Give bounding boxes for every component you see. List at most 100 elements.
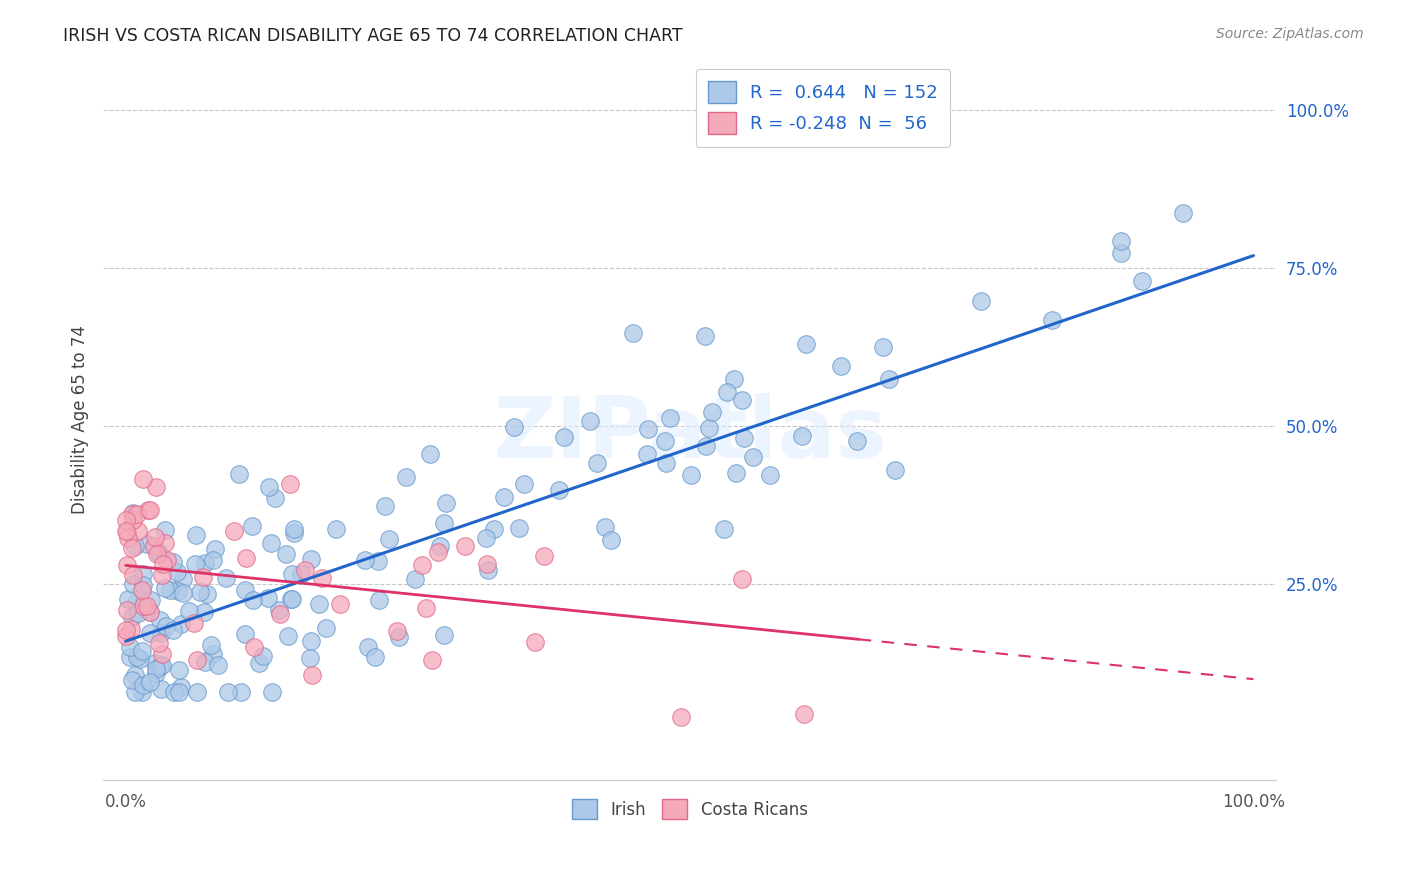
Point	[240, 518, 263, 533]
Point	[299, 651, 322, 665]
Point	[122, 576, 145, 591]
Point	[277, 629, 299, 643]
Point	[283, 522, 305, 536]
Point	[553, 430, 575, 444]
Point	[207, 657, 229, 672]
Point	[508, 521, 530, 535]
Point	[723, 372, 745, 386]
Point	[733, 431, 755, 445]
Point	[186, 653, 208, 667]
Point	[636, 447, 658, 461]
Point	[655, 456, 678, 470]
Point	[427, 545, 450, 559]
Point	[135, 599, 157, 614]
Point	[127, 650, 149, 665]
Point	[233, 582, 256, 597]
Point	[846, 434, 869, 449]
Text: ZIPatlas: ZIPatlas	[492, 392, 887, 475]
Point	[794, 337, 817, 351]
Point	[124, 539, 146, 553]
Point	[378, 532, 401, 546]
Point	[166, 565, 188, 579]
Point	[121, 610, 143, 624]
Point	[139, 605, 162, 619]
Point	[121, 512, 143, 526]
Point	[197, 587, 219, 601]
Text: Source: ZipAtlas.com: Source: ZipAtlas.com	[1216, 27, 1364, 41]
Point	[183, 615, 205, 630]
Point	[502, 420, 524, 434]
Point	[159, 583, 181, 598]
Point	[132, 566, 155, 581]
Point	[124, 668, 146, 682]
Point	[299, 551, 322, 566]
Point	[120, 649, 142, 664]
Point	[280, 477, 302, 491]
Point	[695, 329, 717, 343]
Point	[429, 540, 451, 554]
Point	[170, 680, 193, 694]
Point	[172, 586, 194, 600]
Point	[354, 553, 377, 567]
Point	[222, 524, 245, 538]
Point	[148, 545, 170, 559]
Point	[163, 685, 186, 699]
Point	[404, 572, 426, 586]
Point	[884, 463, 907, 477]
Point	[247, 656, 270, 670]
Point	[1109, 234, 1132, 248]
Point	[131, 578, 153, 592]
Point	[136, 503, 159, 517]
Point	[125, 597, 148, 611]
Point	[725, 466, 748, 480]
Point	[152, 557, 174, 571]
Point	[120, 640, 142, 655]
Point	[281, 566, 304, 581]
Point	[138, 675, 160, 690]
Point	[121, 673, 143, 687]
Point	[188, 584, 211, 599]
Point	[420, 653, 443, 667]
Point	[477, 558, 499, 572]
Point	[830, 359, 852, 373]
Point	[477, 563, 499, 577]
Point	[263, 491, 285, 505]
Point	[146, 547, 169, 561]
Point	[374, 499, 396, 513]
Point	[395, 469, 418, 483]
Point	[741, 450, 763, 464]
Point	[547, 483, 569, 498]
Point	[145, 665, 167, 680]
Point	[139, 605, 162, 619]
Point	[697, 421, 720, 435]
Point	[143, 657, 166, 671]
Point	[267, 603, 290, 617]
Point	[260, 536, 283, 550]
Point	[186, 685, 208, 699]
Point	[681, 467, 703, 482]
Point	[150, 657, 173, 672]
Point	[872, 340, 894, 354]
Point	[434, 496, 457, 510]
Point	[364, 650, 387, 665]
Point	[132, 599, 155, 613]
Point	[153, 524, 176, 538]
Point	[202, 647, 225, 661]
Point	[301, 667, 323, 681]
Point	[695, 439, 717, 453]
Point	[586, 456, 609, 470]
Point	[269, 607, 291, 621]
Point	[231, 685, 253, 699]
Point	[136, 537, 159, 551]
Point	[115, 624, 138, 638]
Point	[252, 649, 274, 664]
Point	[131, 685, 153, 699]
Point	[177, 604, 200, 618]
Point	[1171, 206, 1194, 220]
Point	[131, 644, 153, 658]
Point	[659, 411, 682, 425]
Point	[311, 571, 333, 585]
Point	[367, 592, 389, 607]
Point	[139, 503, 162, 517]
Point	[167, 685, 190, 699]
